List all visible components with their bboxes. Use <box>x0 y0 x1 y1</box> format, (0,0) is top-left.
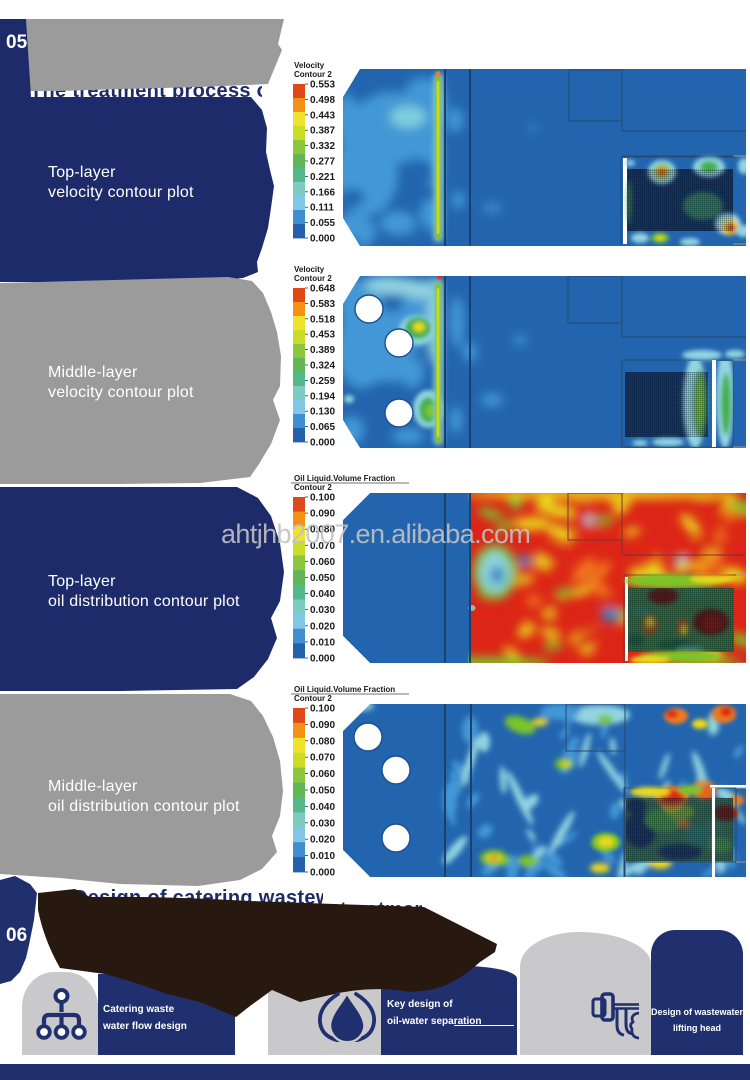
svg-text:0.090: 0.090 <box>310 509 335 520</box>
svg-text:Oil Liquid.Volume Fraction: Oil Liquid.Volume Fraction <box>294 685 395 694</box>
svg-text:0.070: 0.070 <box>310 541 335 552</box>
svg-text:0.553: 0.553 <box>310 80 335 91</box>
svg-text:0.000: 0.000 <box>310 438 335 449</box>
svg-text:0.000: 0.000 <box>310 654 335 665</box>
svg-text:0.389: 0.389 <box>310 345 335 356</box>
svg-text:0.100: 0.100 <box>310 493 335 504</box>
svg-text:0.040: 0.040 <box>310 802 335 813</box>
svg-text:0.277: 0.277 <box>310 157 335 168</box>
svg-text:0.648: 0.648 <box>310 284 335 295</box>
svg-text:0.070: 0.070 <box>310 753 335 764</box>
svg-text:0.010: 0.010 <box>310 851 335 862</box>
svg-text:0.020: 0.020 <box>310 835 335 846</box>
svg-text:0.332: 0.332 <box>310 141 335 152</box>
svg-text:0.090: 0.090 <box>310 720 335 731</box>
svg-text:0.050: 0.050 <box>310 786 335 797</box>
svg-text:0.259: 0.259 <box>310 376 335 387</box>
svg-text:0.387: 0.387 <box>310 126 335 137</box>
svg-text:0.221: 0.221 <box>310 172 335 183</box>
svg-text:0.060: 0.060 <box>310 557 335 568</box>
svg-text:0.324: 0.324 <box>310 361 335 372</box>
svg-text:0.000: 0.000 <box>310 234 335 245</box>
svg-text:0.065: 0.065 <box>310 422 335 433</box>
svg-text:0.030: 0.030 <box>310 605 335 616</box>
svg-text:0.518: 0.518 <box>310 314 335 325</box>
svg-text:Velocity: Velocity <box>294 265 325 274</box>
svg-text:0.453: 0.453 <box>310 330 335 341</box>
svg-text:0.130: 0.130 <box>310 407 335 418</box>
svg-text:0.443: 0.443 <box>310 110 335 121</box>
svg-text:0.000: 0.000 <box>310 868 335 879</box>
svg-text:Contour 2: Contour 2 <box>294 274 332 283</box>
svg-text:0.020: 0.020 <box>310 621 335 632</box>
svg-text:0.100: 0.100 <box>310 704 335 715</box>
svg-text:0.030: 0.030 <box>310 818 335 829</box>
svg-text:0.040: 0.040 <box>310 589 335 600</box>
svg-text:0.080: 0.080 <box>310 525 335 536</box>
svg-text:0.166: 0.166 <box>310 187 335 198</box>
svg-text:0.111: 0.111 <box>310 203 334 214</box>
svg-text:0.055: 0.055 <box>310 218 335 229</box>
svg-text:Oil Liquid.Volume Fraction: Oil Liquid.Volume Fraction <box>294 474 395 483</box>
svg-text:Contour 2: Contour 2 <box>294 483 332 492</box>
svg-text:Contour 2: Contour 2 <box>294 694 332 703</box>
svg-text:0.498: 0.498 <box>310 95 335 106</box>
svg-text:0.010: 0.010 <box>310 637 335 648</box>
svg-text:Contour 2: Contour 2 <box>294 70 332 79</box>
svg-text:0.194: 0.194 <box>310 391 335 402</box>
svg-text:0.080: 0.080 <box>310 736 335 747</box>
svg-text:Velocity: Velocity <box>294 61 325 70</box>
svg-text:0.583: 0.583 <box>310 299 335 310</box>
svg-text:0.060: 0.060 <box>310 769 335 780</box>
svg-text:0.050: 0.050 <box>310 573 335 584</box>
